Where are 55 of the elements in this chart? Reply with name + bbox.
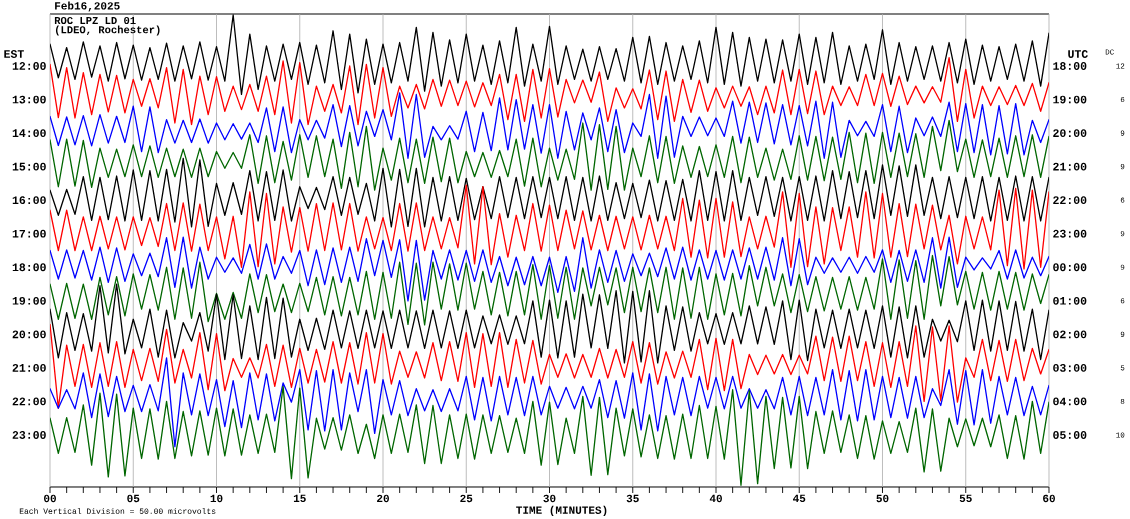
y-tick-label: 22:00 — [12, 397, 46, 406]
x-tick-label: 00 — [44, 494, 56, 503]
x-tick-label: 30 — [543, 494, 556, 503]
x-tick-label: 25 — [460, 494, 473, 503]
chart-title: Feb16,2025 — [55, 1, 120, 12]
y-tick-label: 18:00 — [12, 263, 46, 272]
category-label: 19:00 — [1053, 95, 1087, 104]
y-tick-label: 13:00 — [12, 95, 46, 104]
category-label: 00:00 — [1053, 263, 1087, 272]
y-tick-label: 12:00 — [12, 62, 46, 70]
y-tick-label: 20:00 — [12, 330, 46, 339]
x-tick-label: 60 — [1043, 494, 1055, 503]
line-series — [50, 323, 1049, 409]
category-label: 23:00 — [1053, 229, 1087, 238]
x-tick-label: 10 — [210, 494, 223, 503]
y-tick-label: 14:00 — [12, 129, 46, 137]
category-label: 01:00 — [1053, 296, 1087, 305]
line-series — [50, 283, 1049, 364]
line-series — [50, 92, 1049, 159]
y-tick-label: 15:00 — [12, 162, 46, 171]
category-label: 05:00 — [1053, 431, 1087, 439]
x-tick-label: 35 — [626, 494, 639, 503]
y-tick-label: 21:00 — [12, 364, 46, 372]
category-label: 21:00 — [1053, 162, 1087, 171]
y2-axis-title: UTC — [1068, 50, 1088, 58]
x-tick-label: 50 — [876, 494, 889, 503]
y-tick-label: 16:00 — [12, 196, 46, 205]
x-tick-label: 55 — [959, 494, 972, 503]
category-label: 20:00 — [1053, 129, 1087, 137]
annotation: (LDEO, Rochester) — [55, 25, 160, 36]
category-label: 18:00 — [1053, 62, 1087, 70]
text: Each Vertical Division = 50.00 microvolts — [19, 508, 216, 514]
y-tick-label: 23:00 — [12, 431, 46, 439]
line-series — [50, 56, 1049, 126]
y-axis-title: EST — [4, 50, 24, 58]
y-tick-label: 19:00 — [12, 296, 46, 305]
category-label: 03:00 — [1053, 364, 1087, 372]
x-axis-title: TIME (MINUTES) — [516, 505, 607, 517]
line-series — [50, 236, 1049, 302]
x-tick-label: 05 — [127, 494, 140, 503]
chart-subtitle: ROC LPZ LD 01 — [54, 16, 136, 25]
category-label: 22:00 — [1053, 196, 1087, 205]
x-tick-label: 40 — [709, 494, 722, 503]
line-series — [50, 184, 1049, 270]
y-tick-label: 17:00 — [12, 229, 46, 238]
category-label: 02:00 — [1053, 330, 1087, 339]
line-series — [50, 157, 1049, 228]
x-tick-label: 15 — [293, 494, 306, 503]
line-series — [50, 254, 1049, 326]
x-tick-label: 45 — [793, 494, 806, 503]
line-series — [50, 357, 1049, 448]
line-series — [50, 14, 1049, 96]
x-tick-label: 20 — [377, 494, 389, 503]
category-label: 04:00 — [1053, 397, 1087, 406]
line-series — [50, 119, 1049, 191]
